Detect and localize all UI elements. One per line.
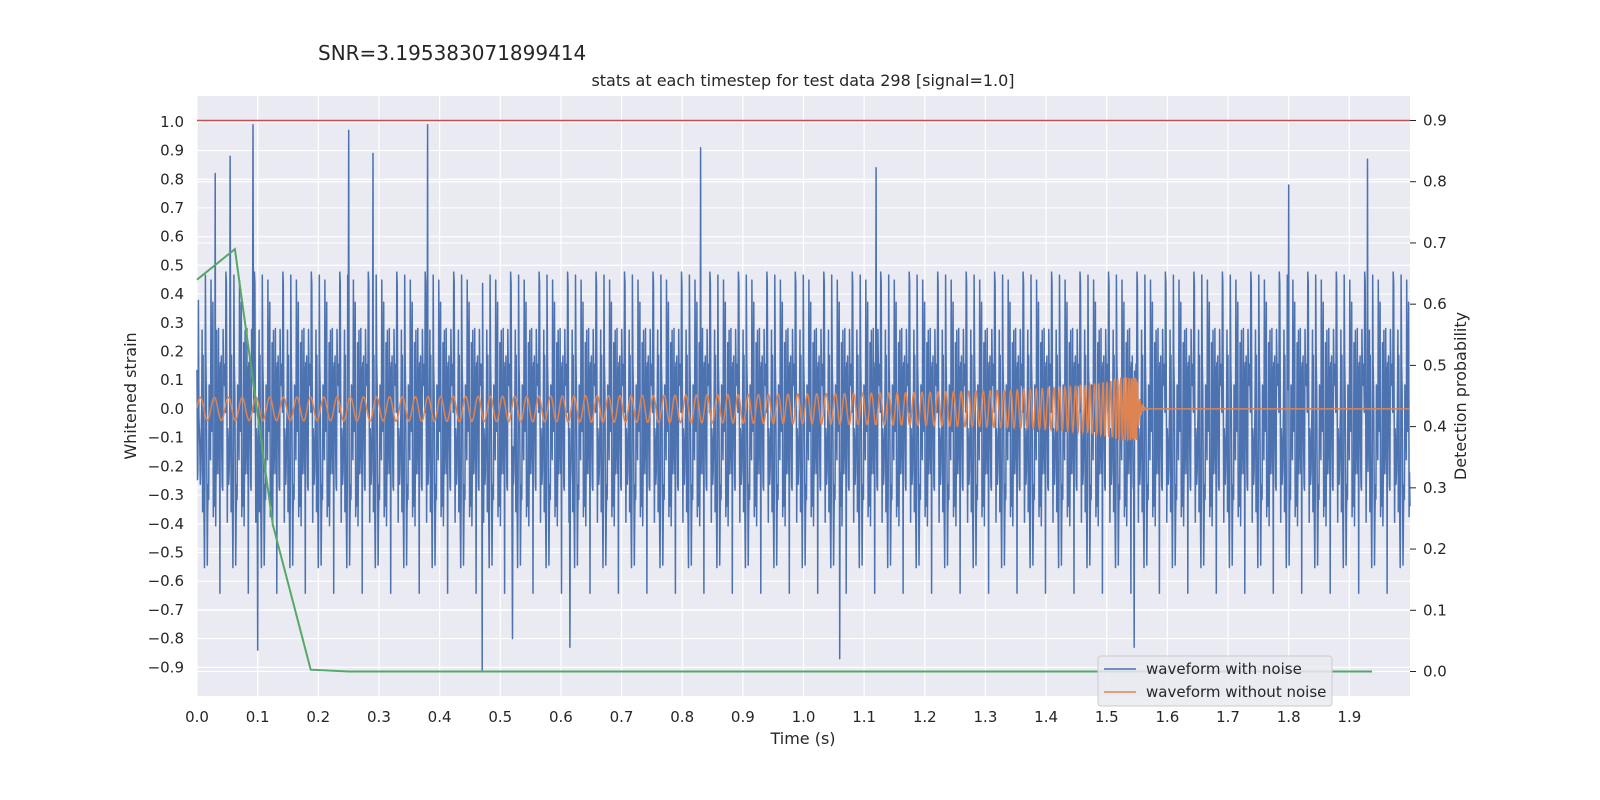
y-left-tick-label: −0.4 bbox=[148, 515, 184, 533]
x-tick-label: 1.7 bbox=[1216, 708, 1240, 726]
right-axis-ticks: 0.9 0.8 0.7 0.6 0.5 0.4 0.3 0.2 0.1 0.0 bbox=[1410, 111, 1447, 681]
y-right-tick-label: 0.6 bbox=[1423, 295, 1447, 313]
legend-label-with-noise: waveform with noise bbox=[1146, 660, 1302, 678]
right-axis-label: Detection probability bbox=[1451, 312, 1470, 480]
y-left-tick-label: 1.0 bbox=[160, 113, 184, 131]
x-tick-label: 0.6 bbox=[549, 708, 573, 726]
x-tick-label: 0.2 bbox=[306, 708, 330, 726]
y-right-tick-label: 0.0 bbox=[1423, 663, 1447, 681]
x-axis-label: Time (s) bbox=[769, 729, 835, 748]
x-tick-label: 0.3 bbox=[367, 708, 391, 726]
y-left-tick-label: 0.5 bbox=[160, 256, 184, 274]
y-left-tick-label: 0.0 bbox=[160, 400, 184, 418]
y-left-tick-label: −0.1 bbox=[148, 429, 184, 447]
y-right-tick-label: 0.4 bbox=[1423, 418, 1447, 436]
y-left-tick-label: −0.6 bbox=[148, 572, 184, 590]
x-tick-label: 0.8 bbox=[670, 708, 694, 726]
y-right-tick-label: 0.9 bbox=[1423, 111, 1447, 129]
y-right-tick-label: 0.5 bbox=[1423, 356, 1447, 374]
x-tick-label: 1.9 bbox=[1337, 708, 1361, 726]
x-tick-label: 1.4 bbox=[1034, 708, 1058, 726]
y-left-tick-label: −0.5 bbox=[148, 543, 184, 561]
y-left-tick-label: 0.6 bbox=[160, 228, 184, 246]
y-left-tick-label: 0.1 bbox=[160, 371, 184, 389]
series-detection-probability bbox=[196, 247, 1373, 673]
y-left-tick-label: 0.7 bbox=[160, 199, 184, 217]
y-left-tick-label: 0.9 bbox=[160, 142, 184, 160]
x-tick-label: 0.0 bbox=[185, 708, 209, 726]
y-left-tick-label: 0.8 bbox=[160, 170, 184, 188]
x-tick-label: 1.6 bbox=[1155, 708, 1179, 726]
chart-title: stats at each timestep for test data 298… bbox=[591, 71, 1014, 90]
y-right-tick-label: 0.7 bbox=[1423, 234, 1447, 252]
y-right-tick-label: 0.1 bbox=[1423, 601, 1447, 619]
x-tick-label: 1.8 bbox=[1277, 708, 1301, 726]
legend-label-without-noise: waveform without noise bbox=[1146, 683, 1326, 701]
x-tick-label: 0.1 bbox=[246, 708, 270, 726]
y-left-tick-label: −0.9 bbox=[148, 658, 184, 676]
y-left-tick-label: 0.2 bbox=[160, 343, 184, 361]
x-tick-label: 0.7 bbox=[610, 708, 634, 726]
y-right-tick-label: 0.2 bbox=[1423, 540, 1447, 558]
y-left-tick-label: 0.3 bbox=[160, 314, 184, 332]
x-tick-label: 1.0 bbox=[792, 708, 816, 726]
x-tick-label: 1.1 bbox=[852, 708, 876, 726]
x-tick-label: 1.2 bbox=[913, 708, 937, 726]
y-left-tick-label: 0.4 bbox=[160, 285, 184, 303]
x-tick-label: 0.9 bbox=[731, 708, 755, 726]
legend-box bbox=[1097, 655, 1333, 707]
x-tick-label: 0.4 bbox=[428, 708, 452, 726]
legend: waveform with noise waveform without noi… bbox=[1097, 655, 1333, 707]
left-axis-label: Whitened strain bbox=[121, 332, 140, 459]
y-left-tick-label: −0.2 bbox=[148, 457, 184, 475]
y-left-tick-label: −0.8 bbox=[148, 630, 184, 648]
suptitle: SNR=3.195383071899414 bbox=[318, 41, 586, 65]
y-left-tick-label: −0.3 bbox=[148, 486, 184, 504]
series-layer bbox=[196, 119, 1411, 673]
x-axis-ticks: 0.0 0.1 0.2 0.3 0.4 0.5 0.6 0.7 0.8 0.9 1.0 1.1 1.2 1… bbox=[185, 708, 1361, 726]
x-tick-label: 1.5 bbox=[1095, 708, 1119, 726]
x-tick-label: 1.3 bbox=[974, 708, 998, 726]
series-waveform-without-noise bbox=[196, 377, 1410, 442]
y-left-tick-label: −0.7 bbox=[148, 601, 184, 619]
left-axis-ticks: 1.0 0.9 0.8 0.7 0.6 0.5 0.4 0.3 0.2 0.1 0.0 −0.1 −0.… bbox=[148, 113, 184, 676]
series-waveform-with-noise bbox=[196, 123, 1411, 671]
y-right-tick-label: 0.3 bbox=[1423, 479, 1447, 497]
x-tick-label: 0.5 bbox=[488, 708, 512, 726]
y-right-tick-label: 0.8 bbox=[1423, 173, 1447, 191]
